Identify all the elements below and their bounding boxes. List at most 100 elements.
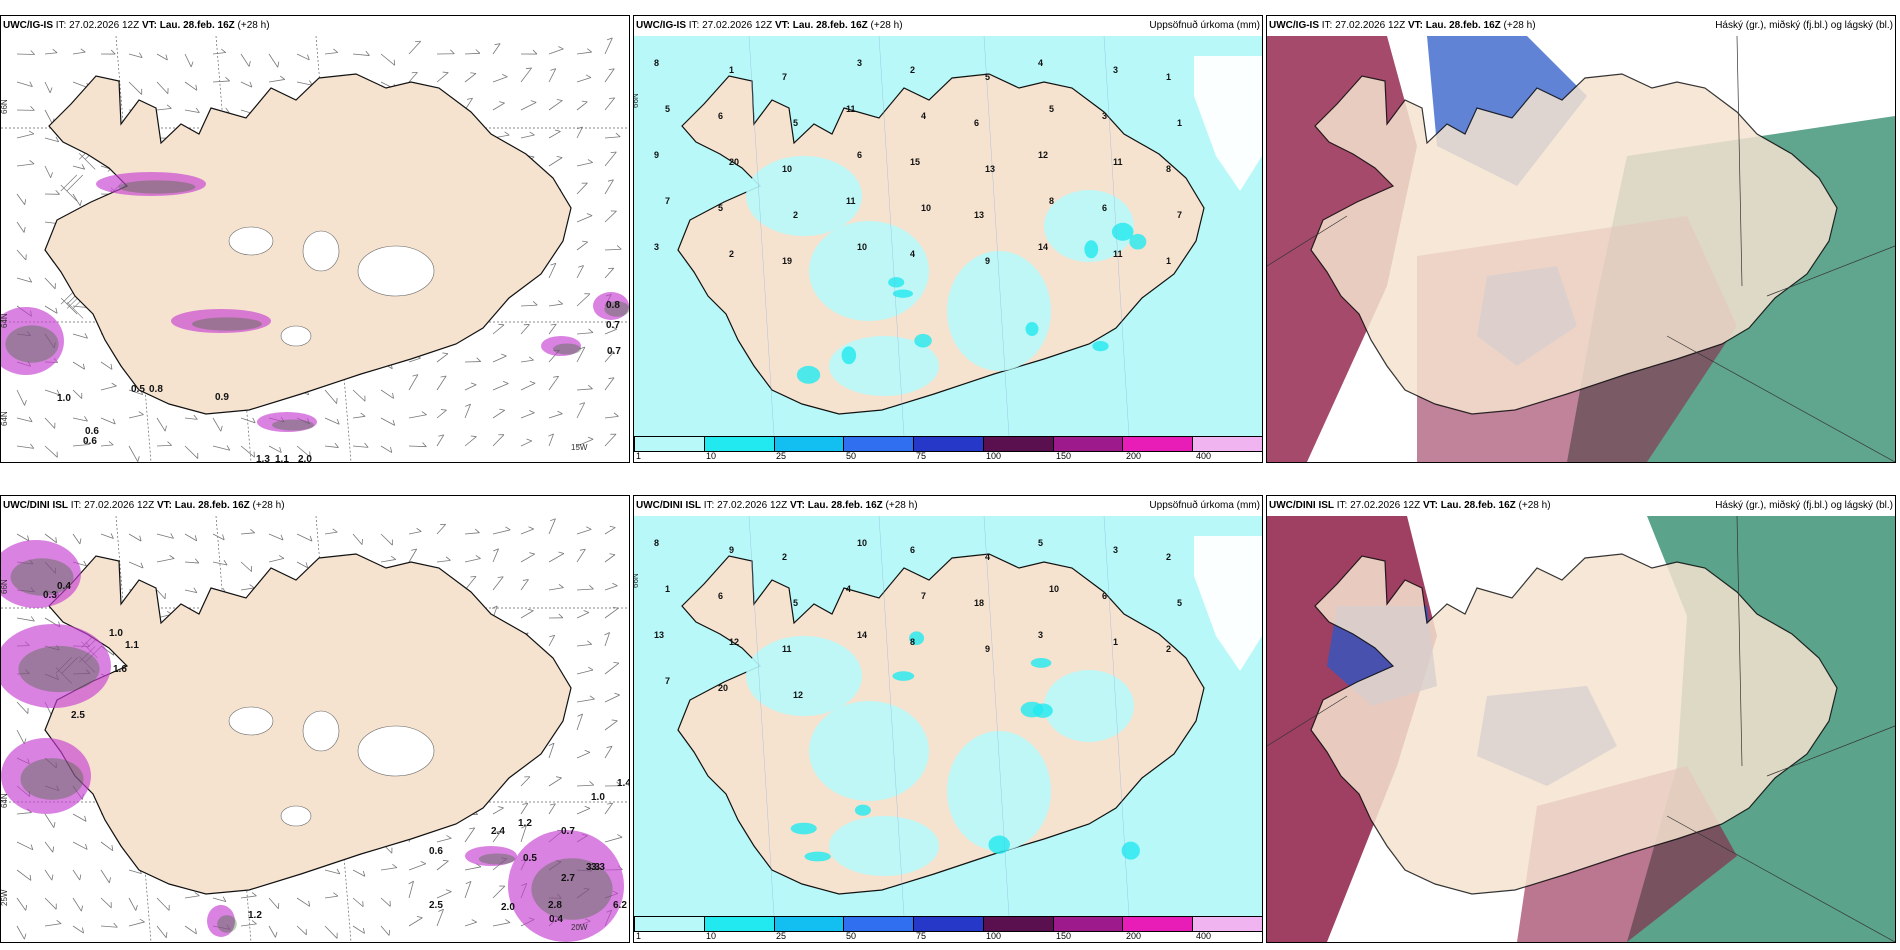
wind-barb-shaft (212, 80, 230, 83)
wind-barb-shaft (156, 558, 175, 563)
wind-value-label: 0.5 (131, 384, 145, 395)
wind-value-label: 1.0 (591, 792, 605, 803)
wind-barb (604, 834, 623, 843)
wind-barb-feather (609, 553, 616, 556)
wind-barb (268, 53, 280, 68)
wind-barb-feather (79, 874, 82, 881)
wind-barb-feather (279, 447, 282, 453)
precip-value-label: 6 (718, 591, 723, 601)
wind-barb-shaft (268, 79, 285, 83)
wind-barb (44, 445, 58, 458)
wind-barb-shaft (436, 72, 449, 83)
wind-barb-shaft (576, 101, 588, 111)
wind-barb-feather (532, 49, 538, 55)
wind-barb-feather (307, 54, 310, 61)
wind-barb-feather (578, 265, 584, 268)
wind-barb-shaft (604, 328, 618, 335)
wind-barb-feather (608, 267, 614, 269)
wind-barb-feather (336, 868, 341, 875)
wind-barb-feather (30, 844, 34, 850)
legend-tick: 50 (846, 931, 857, 941)
wind-barb-shaft (184, 589, 197, 594)
precip-value-label: 2 (1166, 552, 1171, 562)
wind-barb (16, 389, 27, 406)
panel-header: UWC/IG-IS IT: 27.02.2026 12Z VT: Lau. 28… (634, 16, 1262, 36)
wind-barb (464, 919, 478, 927)
wind-barb (240, 920, 257, 927)
precip-value-label: 11 (846, 104, 856, 114)
wind-barb-shaft (520, 359, 534, 363)
wind-barb-feather (55, 307, 58, 314)
valid-time-value: Lau. 28.feb. 16Z (156, 20, 235, 31)
wind-value-label: 0.6 (429, 846, 443, 857)
wind-barb-feather (305, 562, 309, 568)
wind-barb (604, 662, 620, 675)
legend-swatch (773, 917, 844, 931)
wind-barb-shaft (156, 107, 172, 111)
wind-value-label: 0.3 (43, 590, 57, 601)
wind-barb-shaft (72, 417, 88, 422)
wind-barb-feather (83, 560, 87, 567)
precip-value-label: 3 (1113, 545, 1118, 555)
gust-green-area (10, 558, 74, 596)
wind-barb-feather (30, 616, 35, 622)
wind-barb (576, 781, 595, 787)
legend-swatch (982, 917, 1053, 931)
wind-barb-feather (499, 885, 505, 887)
wind-barb-shaft (44, 81, 51, 94)
wind-barb (72, 333, 88, 339)
wind-barb-feather (589, 781, 595, 786)
wind-barb-feather (25, 904, 28, 911)
wind-barb (16, 193, 27, 205)
legend-tick: 10 (706, 931, 717, 941)
wind-barb-shaft (548, 323, 557, 335)
glacier (302, 710, 340, 752)
wind-barb (576, 610, 590, 619)
precip-value-label: 9 (654, 150, 659, 160)
wind-barb-shaft (576, 332, 593, 335)
wind-barb-shaft (44, 841, 54, 853)
wind-barb-feather (392, 419, 396, 426)
wind-barb-feather (445, 556, 451, 561)
wind-barb-feather (577, 713, 583, 717)
wind-barb (44, 533, 57, 544)
wind-barb (548, 300, 564, 307)
panel-header: UWC/DINI ISL IT: 27.02.2026 12Z VT: Lau.… (1, 496, 629, 516)
wind-barb-feather (521, 825, 527, 829)
wind-barb-feather (309, 535, 313, 542)
gust-magenta-area (541, 336, 581, 356)
wind-barb (156, 533, 174, 539)
boundary-line (1267, 695, 1348, 747)
wind-map: 66N64N25W20W15W0.30.41.01.11.62.51.20.62… (1, 516, 629, 942)
grid-label: 25W (1, 889, 9, 906)
wind-barb-feather (56, 919, 62, 924)
wind-barb-shaft (128, 897, 137, 911)
wind-barb-feather (54, 283, 56, 289)
wind-barb-shaft (16, 812, 32, 815)
wind-barb-feather (361, 538, 363, 545)
wind-value-label: 1.1 (125, 640, 139, 651)
wind-barb (520, 438, 533, 447)
wind-barb (548, 742, 555, 759)
wind-barb (352, 869, 366, 877)
wind-barb-shaft (100, 869, 110, 884)
wind-barb-shaft (240, 923, 257, 927)
wind-barb-feather (609, 97, 615, 99)
wind-barb-feather (604, 632, 610, 636)
wind-barb-shaft (576, 807, 591, 815)
precip-value-label: 3 (654, 242, 659, 252)
init-time-value: 27.02.2026 12Z (66, 20, 140, 31)
precip-value-label: 9 (729, 545, 734, 555)
wind-barb-feather (610, 151, 617, 154)
wind-barb (408, 71, 418, 83)
wind-barb (240, 417, 256, 424)
heavy-precip-cell (1020, 701, 1044, 718)
cloud-map (1267, 516, 1895, 942)
wind-barb-shaft (16, 249, 27, 261)
legend-tick: 100 (986, 451, 1002, 461)
precip-legend: 1 10 25 50 75 100 150 200 400 (634, 916, 1262, 942)
wind-barb (604, 412, 619, 419)
wind-barb-feather (579, 548, 586, 551)
gust-green-area (272, 419, 314, 431)
wind-barb-shaft (576, 215, 593, 223)
